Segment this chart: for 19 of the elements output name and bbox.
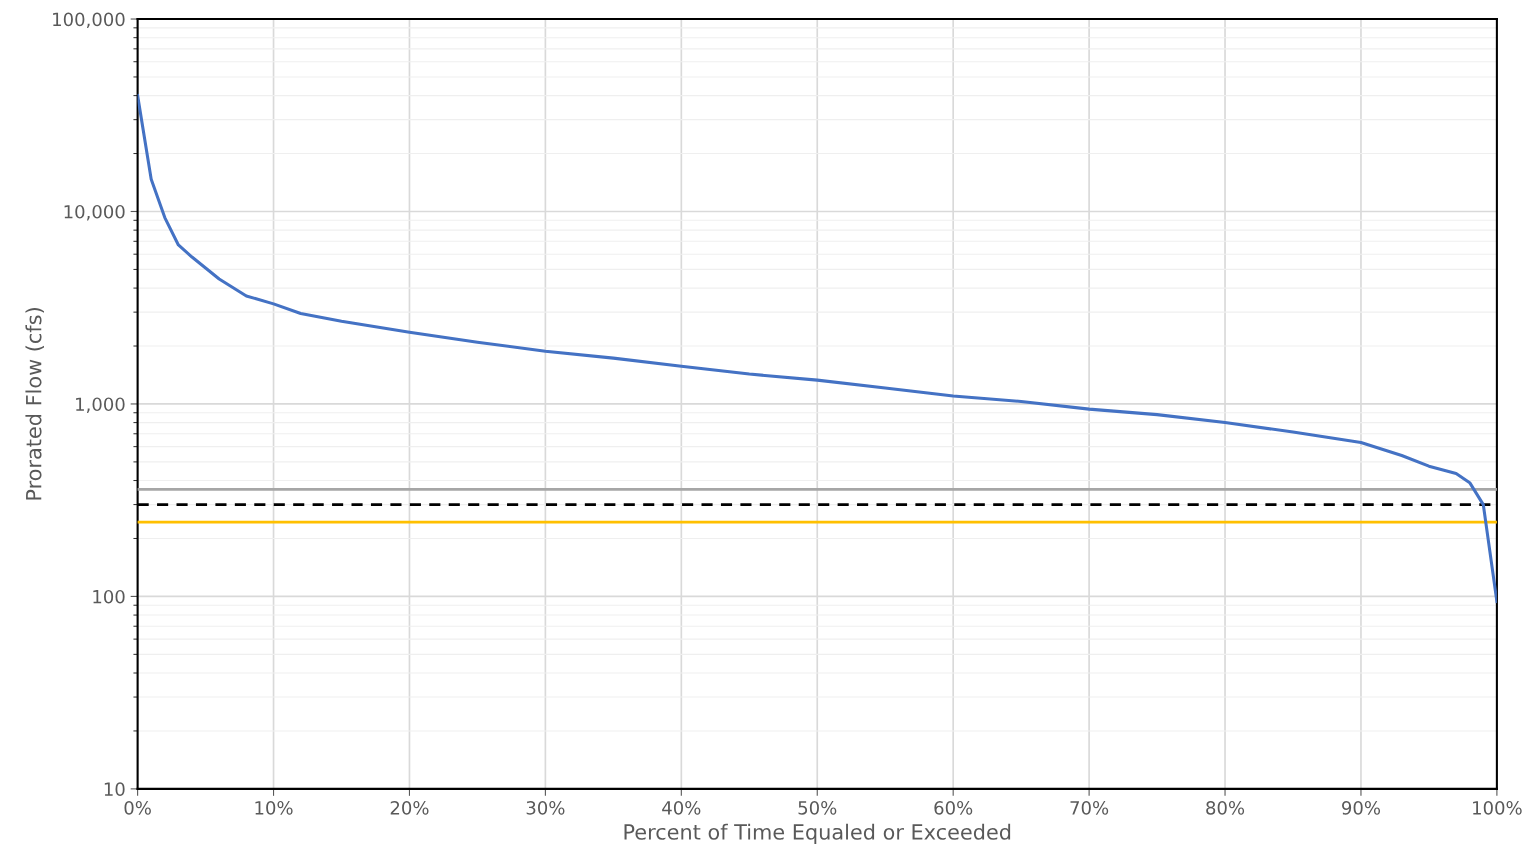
- y-tick-label: 100,000: [53, 12, 125, 28]
- y-tick-label: 10,000: [64, 204, 125, 221]
- x-tick-label: 80%: [1206, 801, 1245, 815]
- y-tick-label: 100: [93, 589, 125, 604]
- x-tick-label: 50%: [798, 801, 837, 815]
- x-tick-label: 30%: [526, 801, 565, 815]
- y-axis-title: Prorated Flow (cfs): [25, 308, 44, 500]
- x-tick-label: 100%: [1473, 801, 1522, 815]
- x-tick-label: 60%: [934, 801, 973, 815]
- x-tick-label: 90%: [1342, 801, 1381, 815]
- x-tick-label: 20%: [390, 801, 429, 815]
- x-axis-title: Percent of Time Equaled or Exceeded: [624, 823, 1011, 844]
- x-tick-label: 0%: [124, 801, 151, 815]
- y-tick-label: 10: [104, 782, 125, 796]
- x-tick-label: 40%: [662, 801, 701, 815]
- x-tick-label: 70%: [1070, 801, 1109, 815]
- line-series: [137, 94, 1497, 604]
- x-tick-label: 10%: [255, 801, 293, 815]
- y-tick-label: 1,000: [76, 397, 125, 413]
